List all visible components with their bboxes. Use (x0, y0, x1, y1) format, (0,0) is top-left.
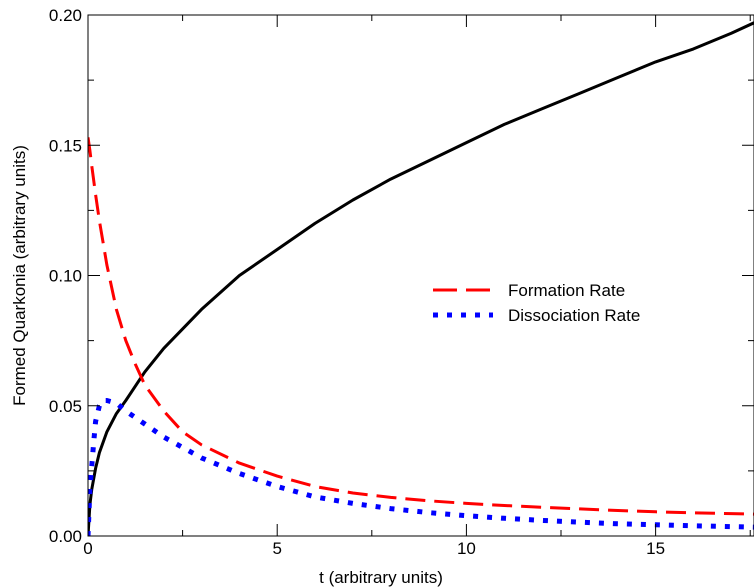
legend: Formation Rate Dissociation Rate (433, 281, 640, 325)
axis-ticks (87, 14, 754, 537)
y-tick-label: 0.10 (49, 267, 82, 286)
x-tick-label: 0 (83, 539, 92, 558)
series-line-formation (88, 137, 754, 516)
plot-lines (88, 21, 754, 536)
plot-frame (87, 14, 754, 537)
y-tick-label: 0.15 (49, 136, 82, 155)
x-tick-label: 5 (272, 539, 281, 558)
x-axis-label: t (arbitrary units) (319, 568, 443, 587)
legend-label-formation-rate: Formation Rate (508, 281, 625, 300)
y-tick-label: 0.05 (49, 397, 82, 416)
y-tick-label: 0.00 (49, 527, 82, 546)
series-line-dissociation (88, 398, 754, 536)
tick-labels: 0 5 10 15 0.00 0.05 0.10 0.15 0.20 (49, 6, 665, 558)
x-tick-label: 15 (646, 539, 665, 558)
x-tick-label: 10 (457, 539, 476, 558)
legend-label-dissociation-rate: Dissociation Rate (508, 306, 640, 325)
y-tick-label: 0.20 (49, 6, 82, 25)
series-line-formed (88, 21, 754, 536)
y-axis-label: Formed Quarkonia (arbitrary units) (10, 145, 29, 406)
